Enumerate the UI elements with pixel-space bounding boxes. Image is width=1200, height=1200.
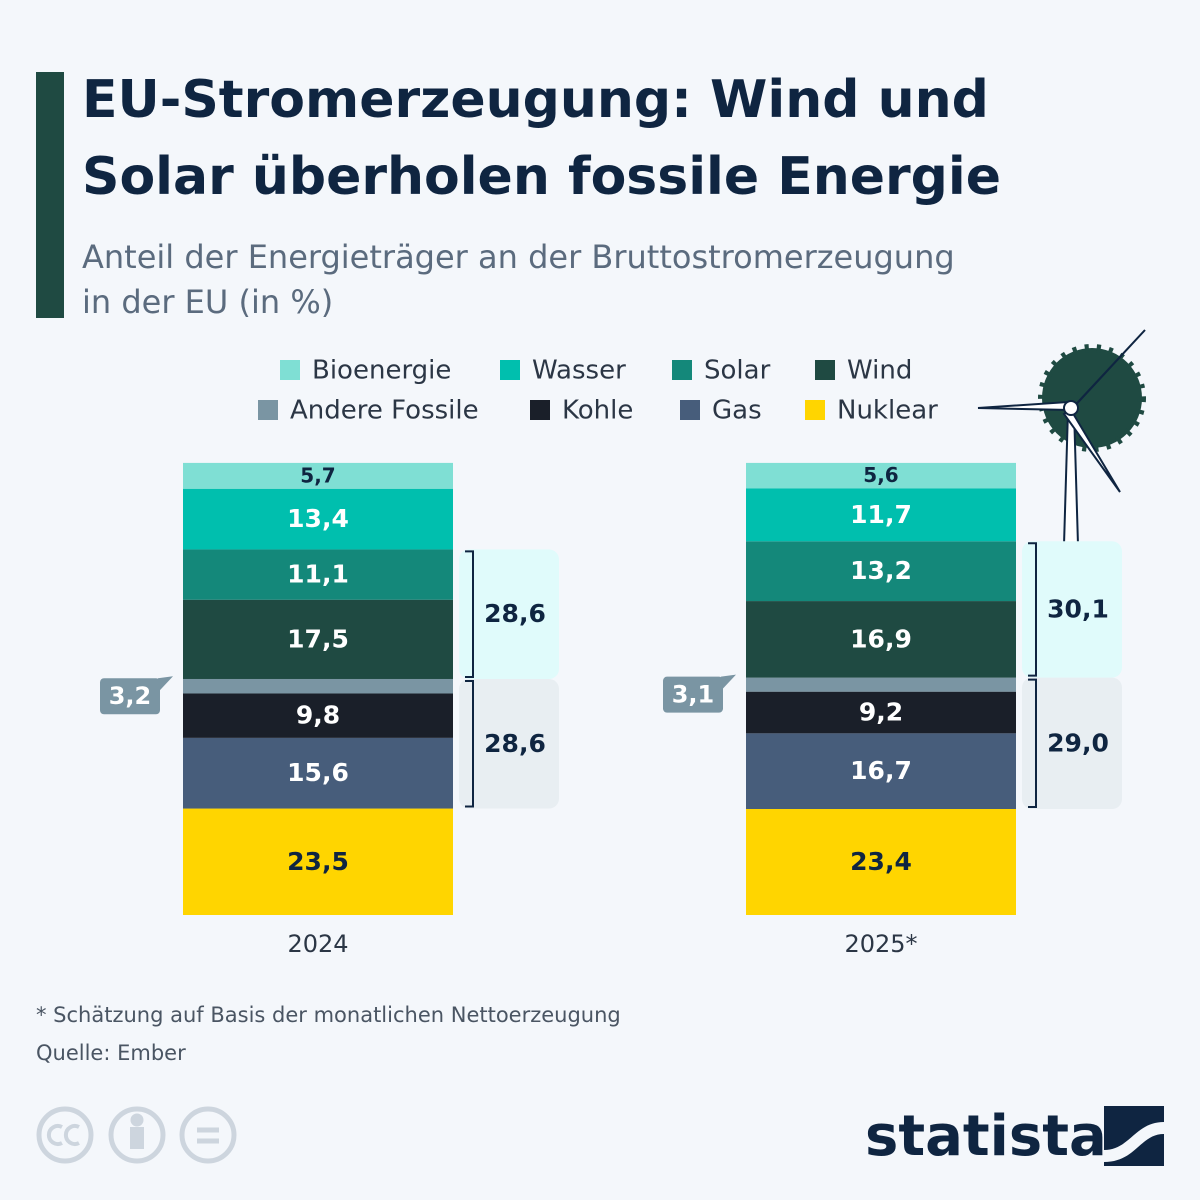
bar-segment xyxy=(183,678,453,694)
chart-title: Solar überholen fossile Energie xyxy=(82,147,1001,207)
legend-swatch xyxy=(815,360,835,380)
brand-logo: statista xyxy=(865,1104,1107,1169)
value-label: 9,2 xyxy=(859,698,903,727)
chart-title: EU-Stromerzeugung: Wind und xyxy=(82,70,989,130)
chart-subtitle: Anteil der Energieträger an der Bruttost… xyxy=(82,238,955,276)
value-label: 11,1 xyxy=(287,560,349,589)
legend-swatch xyxy=(258,400,278,420)
legend-swatch xyxy=(280,360,300,380)
legend-swatch xyxy=(530,400,550,420)
value-label: 3,1 xyxy=(672,681,715,709)
value-label: 23,5 xyxy=(287,847,349,876)
value-label: 13,2 xyxy=(850,556,912,585)
license-icons xyxy=(36,1106,237,1164)
bracket xyxy=(1028,542,1037,677)
value-label: 13,4 xyxy=(287,504,349,533)
bar-segment xyxy=(183,693,453,738)
value-label: 3,2 xyxy=(109,682,152,710)
turbine-icon xyxy=(977,329,1146,546)
bracket-background xyxy=(1022,677,1122,809)
callout-box xyxy=(100,678,160,715)
legend-swatch xyxy=(500,360,520,380)
callout-pointer xyxy=(721,674,736,691)
bar-segment xyxy=(183,737,453,809)
value-label: 16,7 xyxy=(850,756,912,785)
legend-swatch xyxy=(680,400,700,420)
bracket xyxy=(465,679,474,808)
bracket-label: 29,0 xyxy=(1047,728,1109,757)
value-label: 9,8 xyxy=(296,701,340,730)
value-label: 23,4 xyxy=(850,847,912,876)
bar-segment xyxy=(183,549,453,600)
bar-segment xyxy=(746,462,1016,489)
bracket-background xyxy=(1022,541,1122,678)
legend-swatch xyxy=(672,360,692,380)
source: Quelle: Ember xyxy=(36,1041,186,1065)
callout-box xyxy=(663,676,723,713)
bracket-label: 28,6 xyxy=(484,599,546,628)
value-label: 17,5 xyxy=(287,624,349,653)
bracket-label: 28,6 xyxy=(484,729,546,758)
legend-label: Wasser xyxy=(532,356,626,386)
callout-pointer xyxy=(158,676,173,693)
value-label: 5,7 xyxy=(300,463,335,487)
legend-label: Solar xyxy=(704,356,771,386)
legend-label: Kohle xyxy=(562,396,633,426)
value-label: 11,7 xyxy=(850,500,912,529)
bar-segment xyxy=(746,808,1016,915)
brand-mark xyxy=(1104,1106,1164,1166)
value-label: 15,6 xyxy=(287,758,349,787)
legend-label: Wind xyxy=(847,356,912,386)
footnote: * Schätzung auf Basis der monatlichen Ne… xyxy=(36,1003,621,1027)
legend-swatch xyxy=(805,400,825,420)
bar-segment xyxy=(746,733,1016,809)
x-tick-label: 2025* xyxy=(844,930,917,958)
legend-label: Nuklear xyxy=(837,396,938,426)
bracket-background xyxy=(459,549,559,679)
bracket xyxy=(1028,678,1037,808)
bar-segment xyxy=(746,677,1016,692)
bar-segment xyxy=(746,691,1016,734)
accent-bar xyxy=(36,72,64,318)
bar-segment xyxy=(183,488,453,550)
value-label: 5,6 xyxy=(863,463,898,487)
bar-segment xyxy=(183,462,453,489)
bracket-background xyxy=(459,678,559,809)
legend-label: Bioenergie xyxy=(312,356,451,386)
legend-label: Andere Fossile xyxy=(290,396,479,426)
value-label: 16,9 xyxy=(850,624,912,653)
bar-segment xyxy=(183,599,453,679)
bar-segment xyxy=(746,488,1016,542)
chart-subtitle: in der EU (in %) xyxy=(82,283,333,321)
x-tick-label: 2024 xyxy=(287,930,348,958)
bar-segment xyxy=(746,601,1016,678)
bar-segment xyxy=(183,808,453,915)
bar-segment xyxy=(746,541,1016,602)
legend-label: Gas xyxy=(712,396,762,426)
bracket xyxy=(465,550,474,678)
bracket-label: 30,1 xyxy=(1047,594,1109,623)
